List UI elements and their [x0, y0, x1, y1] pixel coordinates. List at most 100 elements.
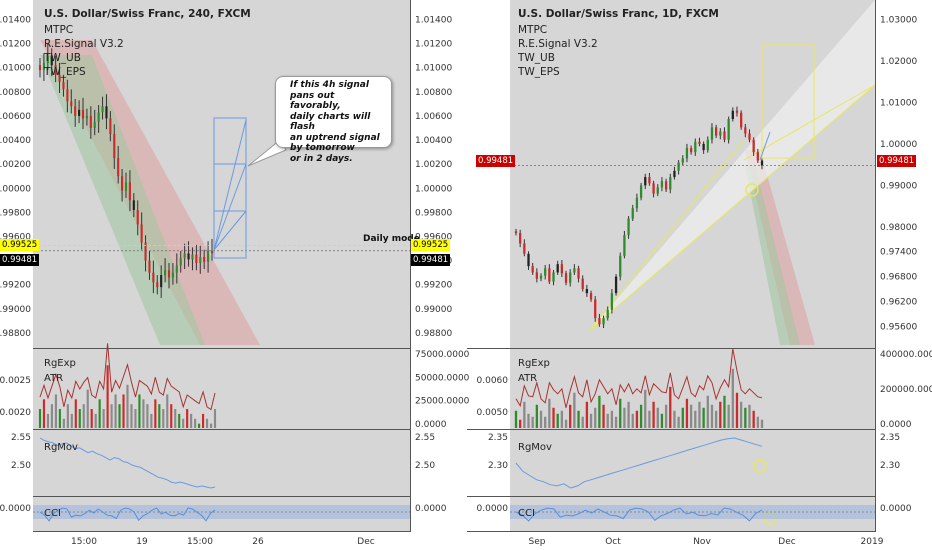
right-indicator-label: TW_EPS	[517, 66, 560, 78]
rgmov-y-tick: 2.35	[880, 433, 900, 443]
candle-body	[97, 112, 100, 122]
candle-body	[46, 55, 49, 63]
volume-bar	[90, 409, 93, 428]
daily-left-price-tag: 0.99481	[476, 155, 516, 167]
volume-y-tick: 200000.0000	[880, 385, 932, 395]
volume-bar	[569, 404, 572, 428]
y-tick-label: 1.00800	[0, 88, 31, 98]
volume-bar	[698, 401, 701, 428]
y-tick-label: 1.00600	[415, 112, 452, 122]
volume-bar	[631, 413, 634, 428]
candle-body	[62, 82, 65, 90]
volume-bar	[589, 413, 593, 428]
x-tick-label: 2019	[861, 537, 884, 547]
volume-bar	[544, 416, 547, 428]
volume-bar	[58, 409, 61, 428]
candle-body	[160, 275, 163, 288]
volume-bar	[660, 413, 664, 428]
candle-body	[706, 139, 709, 151]
candle-body	[539, 275, 543, 279]
y-tick-label: 1.01400	[0, 15, 31, 25]
volume-bar	[118, 404, 121, 428]
left-indicator-label: TW_UB	[43, 52, 81, 64]
candle-body	[648, 177, 651, 184]
candle-body	[179, 258, 182, 266]
candle-body	[748, 133, 751, 140]
candle-body	[689, 148, 693, 153]
cci-y-tick: 0.0000	[477, 504, 509, 514]
thumbs-up-icon	[745, 183, 759, 197]
volume-bar	[138, 394, 141, 428]
candle-body	[652, 183, 655, 194]
volume-bar	[190, 413, 193, 428]
right-axis-price-tag-yellow: 0.99525	[411, 239, 451, 251]
volume-bar	[198, 423, 201, 428]
candle-body	[128, 182, 131, 201]
candle-body	[514, 231, 518, 234]
candle-body	[627, 218, 630, 236]
volume-y-tick: 0.0020	[0, 408, 31, 418]
candle-body	[175, 265, 178, 273]
y-tick-label: 0.98000	[880, 223, 917, 233]
candle-body	[585, 289, 589, 294]
candle-body	[519, 233, 522, 244]
left-chart-title: U.S. Dollar/Swiss Franc, 240, FXCM	[44, 8, 251, 20]
right-price-panel	[510, 0, 875, 348]
volume-bar	[548, 398, 551, 428]
candle-body	[752, 139, 755, 153]
volume-bar	[619, 398, 622, 428]
volume-bar	[523, 401, 526, 428]
y-tick-label: 1.00200	[0, 160, 31, 170]
y-tick-label: 0.99000	[0, 305, 31, 315]
candle-body	[85, 115, 88, 119]
volume-bar	[519, 419, 522, 428]
volume-bar	[602, 404, 605, 428]
volume-bar	[552, 407, 555, 428]
left-rgmov-label: RgMov	[44, 442, 78, 453]
candle-body	[694, 141, 697, 153]
daily-mode-label: Daily mode	[363, 234, 420, 244]
volume-bar	[178, 413, 181, 428]
left-rgexp-label: RgExp	[44, 358, 76, 369]
candle-body	[121, 176, 124, 191]
volume-bar	[556, 413, 559, 428]
signal-callout: If this 4h signal pans out favorably, da…	[275, 76, 392, 164]
volume-y-tick: 25000.0000	[415, 397, 470, 407]
rgmov-y-tick: 2.30	[488, 461, 508, 471]
y-tick-label: 1.01000	[0, 64, 31, 74]
right-cci-label: CCI	[518, 508, 535, 519]
volume-bar	[82, 404, 85, 428]
volume-bar	[158, 404, 161, 428]
volume-bar	[614, 416, 618, 428]
candle-body	[140, 224, 143, 243]
volume-bar	[114, 394, 117, 428]
callout-line: an uptrend signal	[290, 132, 380, 143]
projection-box	[213, 117, 247, 259]
volume-bar	[706, 395, 709, 428]
y-tick-label: 0.99600	[0, 232, 31, 242]
x-tick-label: Dec	[778, 537, 795, 547]
candle-body	[681, 158, 684, 163]
candle-body	[714, 127, 718, 136]
volume-bar	[201, 413, 205, 428]
volume-bar	[213, 409, 217, 428]
candle-body	[710, 127, 714, 140]
candle-body	[614, 276, 618, 294]
y-tick-label: 0.99800	[0, 208, 31, 218]
volume-y-tick: 400000.0000	[880, 350, 932, 360]
volume-bar	[62, 418, 65, 428]
right-chart: 0.0060 0.0050 2.35 2.30 0.0000 1.03000 1.0200…	[467, 0, 932, 547]
volume-bar	[577, 410, 580, 428]
volume-bar	[166, 394, 169, 428]
candle-body	[602, 318, 605, 325]
x-tick-label: Nov	[693, 537, 711, 547]
candle-body	[727, 119, 730, 140]
candle-body	[644, 177, 647, 186]
y-tick-label: 0.99800	[415, 208, 452, 218]
left-atr-label: ATR	[44, 373, 63, 384]
y-tick-label: 0.99000	[880, 181, 917, 191]
right-indicator-label: MTPC	[518, 24, 547, 36]
y-tick-label: 0.96800	[880, 273, 917, 283]
volume-bar	[756, 416, 759, 428]
